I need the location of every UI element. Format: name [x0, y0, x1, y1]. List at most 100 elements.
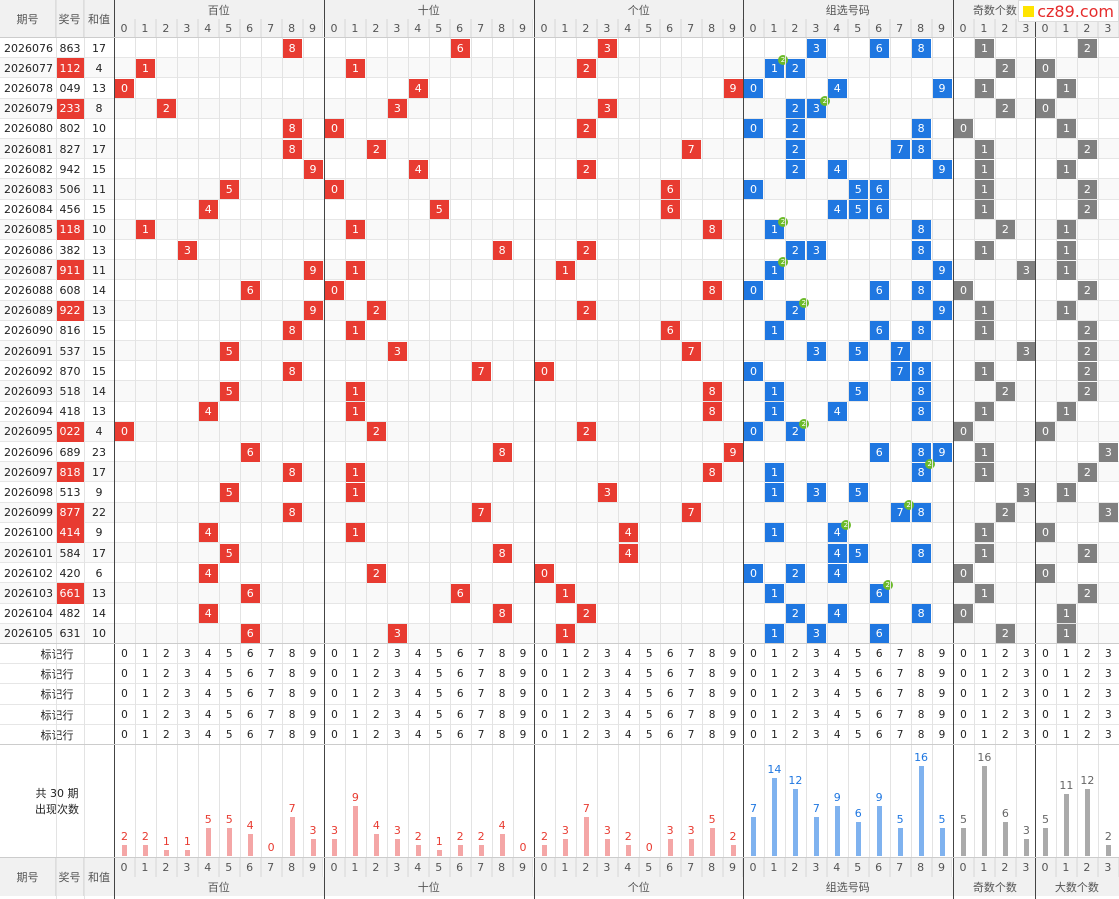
mark-digit[interactable]: 2	[163, 728, 170, 741]
mark-digit[interactable]: 6	[456, 668, 464, 681]
mark-digit[interactable]: 0	[750, 668, 757, 681]
mark-digit[interactable]: 6	[875, 648, 883, 661]
mark-digit[interactable]: 6	[456, 728, 464, 741]
mark-digit[interactable]: 6	[875, 668, 883, 681]
mark-digit[interactable]: 2	[1002, 728, 1009, 741]
mark-digit[interactable]: 1	[352, 668, 359, 681]
mark-digit[interactable]: 3	[812, 648, 820, 661]
mark-row-label[interactable]: 标记行	[40, 668, 74, 682]
mark-digit[interactable]: 1	[142, 688, 149, 701]
mark-digit[interactable]: 7	[687, 648, 695, 661]
mark-digit[interactable]: 0	[331, 728, 338, 741]
mark-digit[interactable]: 7	[687, 668, 695, 681]
mark-digit[interactable]: 5	[225, 708, 233, 721]
mark-digit[interactable]: 8	[917, 708, 925, 721]
mark-digit[interactable]: 2	[583, 728, 590, 741]
mark-digit[interactable]: 8	[917, 728, 925, 741]
mark-digit[interactable]: 9	[519, 648, 527, 661]
mark-digit[interactable]: 0	[960, 728, 967, 741]
mark-digit[interactable]: 8	[917, 648, 925, 661]
mark-row-label[interactable]: 标记行	[40, 688, 74, 702]
mark-digit[interactable]: 3	[603, 728, 611, 741]
mark-digit[interactable]: 2	[1084, 728, 1091, 741]
mark-digit[interactable]: 2	[583, 688, 590, 701]
mark-digit[interactable]: 7	[267, 688, 275, 701]
mark-digit[interactable]: 0	[750, 728, 757, 741]
mark-digit[interactable]: 6	[875, 688, 883, 701]
mark-digit[interactable]: 7	[687, 708, 695, 721]
mark-digit[interactable]: 0	[750, 708, 757, 721]
mark-digit[interactable]: 1	[981, 688, 988, 701]
mark-digit[interactable]: 3	[1022, 728, 1030, 741]
mark-digit[interactable]: 2	[792, 708, 799, 721]
mark-digit[interactable]: 0	[1042, 728, 1049, 741]
mark-digit[interactable]: 6	[875, 708, 883, 721]
mark-digit[interactable]: 1	[562, 728, 569, 741]
mark-digit[interactable]: 8	[288, 688, 296, 701]
mark-digit[interactable]: 0	[750, 648, 757, 661]
mark-digit[interactable]: 4	[414, 728, 422, 741]
mark-digit[interactable]: 9	[309, 688, 317, 701]
mark-digit[interactable]: 3	[1104, 688, 1112, 701]
mark-digit[interactable]: 8	[917, 668, 925, 681]
mark-digit[interactable]: 3	[393, 708, 401, 721]
mark-digit[interactable]: 9	[309, 708, 317, 721]
mark-digit[interactable]: 3	[812, 668, 820, 681]
mark-digit[interactable]: 5	[225, 648, 233, 661]
mark-digit[interactable]: 3	[393, 688, 401, 701]
mark-digit[interactable]: 2	[1002, 688, 1009, 701]
mark-digit[interactable]: 2	[163, 668, 170, 681]
mark-digit[interactable]: 0	[1042, 708, 1049, 721]
mark-digit[interactable]: 7	[477, 708, 485, 721]
mark-digit[interactable]: 4	[414, 648, 422, 661]
mark-digit[interactable]: 0	[331, 648, 338, 661]
mark-digit[interactable]: 7	[896, 708, 904, 721]
mark-digit[interactable]: 0	[331, 668, 338, 681]
mark-digit[interactable]: 4	[833, 688, 841, 701]
mark-digit[interactable]: 3	[1022, 668, 1030, 681]
site-logo[interactable]: cz89.com	[1018, 0, 1119, 22]
mark-digit[interactable]: 9	[729, 728, 737, 741]
mark-digit[interactable]: 4	[833, 668, 841, 681]
mark-digit[interactable]: 2	[373, 668, 380, 681]
mark-digit[interactable]: 1	[142, 648, 149, 661]
mark-digit[interactable]: 5	[225, 728, 233, 741]
mark-row-label[interactable]: 标记行	[40, 708, 74, 722]
mark-digit[interactable]: 1	[142, 728, 149, 741]
mark-digit[interactable]: 4	[624, 688, 632, 701]
mark-digit[interactable]: 7	[687, 728, 695, 741]
mark-digit[interactable]: 1	[562, 688, 569, 701]
mark-digit[interactable]: 1	[771, 648, 778, 661]
mark-digit[interactable]: 1	[562, 648, 569, 661]
mark-digit[interactable]: 9	[519, 668, 527, 681]
mark-digit[interactable]: 3	[393, 668, 401, 681]
mark-digit[interactable]: 3	[183, 728, 191, 741]
mark-digit[interactable]: 8	[288, 708, 296, 721]
mark-digit[interactable]: 6	[666, 668, 674, 681]
mark-digit[interactable]: 4	[204, 728, 212, 741]
mark-digit[interactable]: 0	[960, 648, 967, 661]
mark-digit[interactable]: 1	[352, 688, 359, 701]
mark-digit[interactable]: 0	[960, 708, 967, 721]
mark-digit[interactable]: 3	[1104, 668, 1112, 681]
mark-digit[interactable]: 2	[373, 728, 380, 741]
mark-digit[interactable]: 5	[645, 648, 653, 661]
mark-digit[interactable]: 1	[981, 668, 988, 681]
mark-digit[interactable]: 1	[771, 668, 778, 681]
mark-row-label[interactable]: 标记行	[40, 648, 74, 662]
mark-digit[interactable]: 2	[1084, 688, 1091, 701]
mark-digit[interactable]: 6	[666, 688, 674, 701]
mark-row-label[interactable]: 标记行	[40, 728, 74, 742]
mark-digit[interactable]: 7	[896, 688, 904, 701]
mark-digit[interactable]: 4	[624, 728, 632, 741]
mark-digit[interactable]: 2	[583, 668, 590, 681]
mark-digit[interactable]: 1	[981, 648, 988, 661]
mark-digit[interactable]: 0	[541, 708, 548, 721]
mark-digit[interactable]: 9	[938, 728, 946, 741]
mark-digit[interactable]: 2	[1002, 708, 1009, 721]
mark-digit[interactable]: 7	[896, 728, 904, 741]
mark-digit[interactable]: 3	[1022, 708, 1030, 721]
mark-digit[interactable]: 1	[142, 708, 149, 721]
mark-digit[interactable]: 7	[477, 688, 485, 701]
mark-digit[interactable]: 0	[331, 708, 338, 721]
